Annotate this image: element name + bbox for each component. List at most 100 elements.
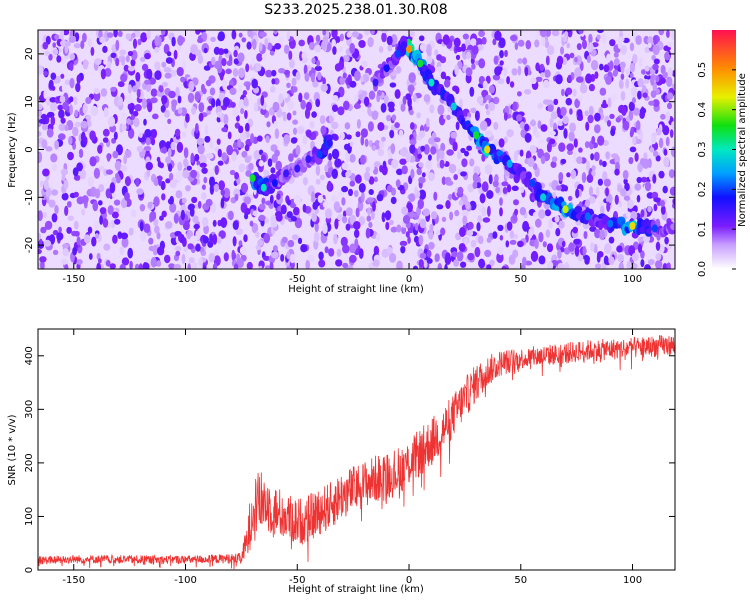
heatmap-cell: [168, 90, 176, 99]
heatmap-peak: [607, 219, 614, 228]
heatmap-cell: [123, 154, 127, 165]
heatmap-cell: [355, 207, 360, 218]
heatmap-cell: [205, 198, 213, 207]
heatmap-cell: [629, 146, 637, 153]
heatmap-cell: [658, 170, 665, 179]
colorbar-tick-label: 0.3: [697, 142, 708, 158]
heatmap-cell: [653, 35, 657, 46]
heatmap-cell: [192, 215, 199, 224]
heatmap-cell: [433, 137, 441, 143]
heatmap-cell: [127, 66, 135, 72]
heatmap-cell: [427, 172, 435, 182]
heatmap-cell: [564, 30, 569, 37]
heatmap-cell: [444, 79, 451, 88]
heatmap-cell: [477, 235, 484, 245]
heatmap-cell: [239, 132, 247, 141]
heatmap-cell: [50, 153, 58, 163]
heatmap-cell: [195, 30, 201, 35]
heatmap-cell: [274, 43, 282, 50]
heatmap-cell: [292, 119, 298, 125]
heatmap-cell: [119, 245, 125, 256]
heatmap-cell: [355, 174, 362, 184]
heatmap-cell: [298, 39, 306, 47]
heatmap-cell: [327, 160, 333, 168]
heatmap-cell: [637, 243, 643, 253]
heatmap-cell: [455, 86, 460, 95]
heatmap-peak: [450, 102, 457, 111]
heatmap-cell: [337, 106, 345, 116]
heatmap-cell: [217, 111, 223, 118]
heatmap-peak: [473, 131, 480, 140]
heatmap-cell: [368, 189, 374, 195]
heatmap-cell: [599, 159, 603, 166]
heatmap-cell: [221, 58, 227, 67]
heatmap-cell: [66, 201, 72, 208]
heatmap-cell: [201, 184, 206, 190]
heatmap-cell: [206, 153, 214, 159]
snr-x-label: Height of straight line (km): [288, 584, 424, 595]
heatmap-cell: [295, 144, 301, 156]
heatmap-peak: [249, 174, 256, 183]
heatmap-cell: [130, 59, 136, 67]
heatmap-cell: [463, 237, 468, 245]
heatmap-cell: [286, 199, 291, 206]
heatmap-cell: [373, 161, 381, 168]
heatmap-cell: [617, 38, 622, 50]
heatmap-cell: [115, 175, 121, 184]
heatmap-cell: [597, 30, 604, 34]
snr-frame: [37, 328, 676, 571]
heatmap-cell: [412, 94, 417, 103]
heatmap-cell: [559, 106, 567, 117]
heatmap-cell: [506, 184, 512, 193]
heatmap-cell: [418, 234, 424, 246]
heatmap-cell: [185, 185, 191, 192]
heatmap-cell: [60, 168, 69, 176]
heatmap-cell: [194, 49, 202, 57]
heatmap-cell: [322, 223, 328, 235]
heatmap-cell: [48, 53, 53, 61]
heatmap-cell: [603, 64, 610, 73]
heatmap-cell: [205, 79, 212, 87]
heatmap-cell: [506, 221, 513, 231]
heatmap-cell: [315, 165, 321, 176]
heatmap-cell: [653, 58, 660, 65]
heatmap-cell: [102, 218, 109, 228]
heatmap-cell: [51, 163, 58, 172]
heatmap-cell: [98, 258, 102, 264]
heatmap-cell: [210, 202, 217, 214]
heatmap-cell: [414, 186, 418, 196]
heatmap-cell: [605, 187, 609, 197]
heatmap-cell: [478, 258, 486, 269]
heatmap-cell: [617, 253, 624, 263]
heatmap-cell: [672, 70, 675, 77]
heatmap-cell: [428, 229, 434, 240]
y-tick-label: 0: [24, 567, 35, 573]
heatmap-cell: [342, 72, 347, 79]
heatmap-cell: [161, 95, 168, 104]
heatmap-cell: [204, 135, 211, 143]
heatmap-cell: [399, 148, 405, 156]
heatmap-cell: [342, 210, 347, 218]
heatmap-cell: [73, 96, 78, 106]
heatmap-cell: [38, 238, 43, 245]
heatmap-cell: [141, 98, 147, 110]
heatmap-cell: [557, 120, 564, 127]
heatmap-cell: [180, 76, 186, 83]
heatmap-cell: [529, 120, 537, 127]
heatmap-cells: [38, 30, 675, 269]
heatmap-cell: [640, 259, 645, 268]
heatmap-cell: [426, 50, 432, 57]
heatmap-cell: [241, 37, 247, 43]
heatmap-cell: [67, 151, 74, 161]
heatmap-cell: [232, 68, 239, 77]
heatmap-cell: [150, 88, 158, 97]
heatmap-cell: [141, 63, 149, 71]
heatmap-cell: [305, 259, 310, 269]
heatmap-cell: [273, 77, 280, 85]
heatmap-cell: [481, 181, 489, 192]
heatmap-cell: [377, 148, 385, 157]
heatmap-cell: [349, 243, 357, 254]
heatmap-cell: [50, 102, 58, 112]
heatmap-cell: [367, 121, 374, 132]
heatmap-cell: [366, 215, 372, 222]
